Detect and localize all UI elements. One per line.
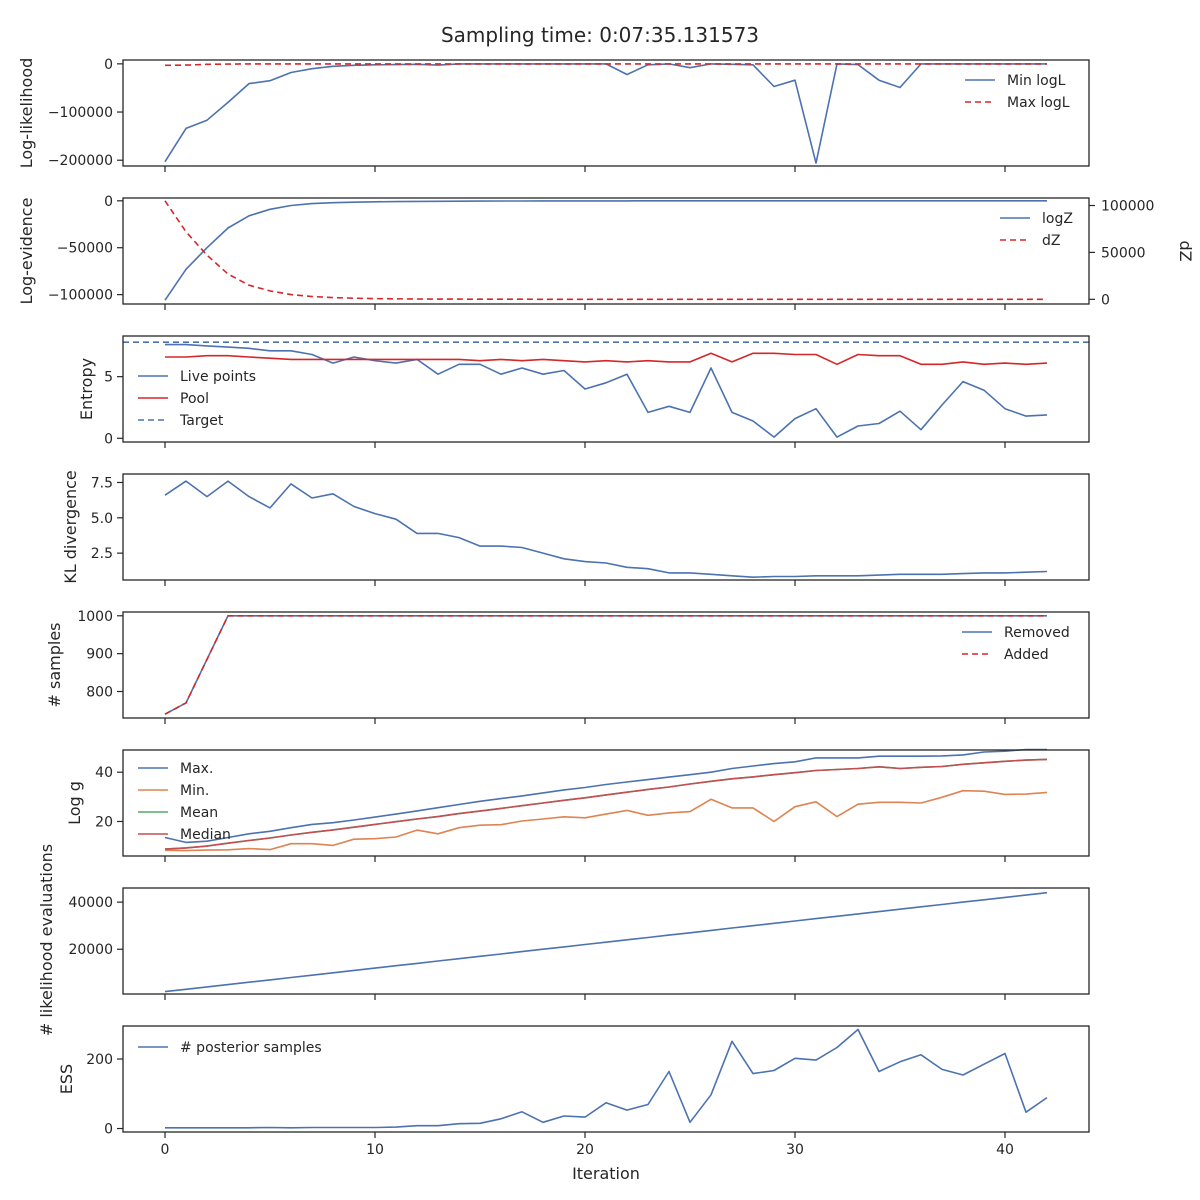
y-tick-label-3-0: 2.5 — [91, 546, 113, 562]
y-axis-label-0: Log-likelihood — [17, 58, 36, 169]
y-axis-label-7: ESS — [57, 1064, 76, 1094]
series-line-3-0 — [164, 480, 1048, 579]
y-tick-label-1-2: −100000 — [48, 288, 113, 304]
series-line-2-1 — [165, 352, 1048, 366]
panel-7: 0 10 20 30 40 0 200 ESS # posterior samples — [57, 1025, 1090, 1158]
x-tick-label-2: 20 — [576, 1142, 594, 1158]
axes-frame-3 — [122, 473, 1090, 581]
y-tick-label-0-1: −100000 — [48, 105, 113, 121]
legend-label-0-1: Max logL — [1007, 95, 1070, 111]
legend-label-4-0: Removed — [1004, 625, 1070, 641]
axes-frame-5 — [122, 749, 1090, 857]
panels: 0 −100000 −200000 Log-likelihood Min logL Max… — [17, 57, 1195, 1158]
legend-label-5-3: Median — [180, 827, 231, 843]
series-line-5-0 — [164, 748, 1047, 844]
legend-label-2-0: Live points — [180, 369, 256, 385]
legend-label-1-1: dZ — [1042, 233, 1060, 249]
series-line-1-0 — [164, 200, 1047, 301]
y-axis-label-2: Entropy — [77, 358, 96, 420]
panel-3: 2.5 5.0 7.5 KL divergence — [61, 470, 1090, 586]
axes-frame-1 — [122, 197, 1090, 305]
panel-1: 0 −50000 −100000 0 50000 100000 dZ Log-evidence… — [17, 194, 1195, 310]
legend-label-2-1: Pool — [180, 391, 209, 407]
series-line-5-2 — [164, 758, 1048, 850]
series-line-0-0 — [164, 63, 1047, 164]
y-tick-label-7-0: 0 — [104, 1122, 113, 1138]
y-tick-label-5-1: 40 — [95, 765, 113, 781]
y-tick-label-1-1: −50000 — [57, 241, 113, 257]
y-axis-label-3: KL divergence — [61, 470, 80, 583]
series-line-2-0 — [165, 343, 1048, 438]
y-tick-label-7-1: 200 — [86, 1052, 113, 1068]
y2-tick-label-1-1: 50000 — [1101, 245, 1146, 261]
panel-4: 800 900 1000 # samples Removed Added — [45, 609, 1090, 724]
panel-6: 20000 40000 # likelihood evaluations — [37, 844, 1090, 1036]
series-line-5-1 — [164, 789, 1048, 852]
panel-2: 0 5 Entropy Live points Pool Target — [77, 335, 1090, 448]
legend-label-4-1: Added — [1004, 647, 1049, 663]
legend-label-5-0: Max. — [180, 761, 213, 777]
y2-tick-label-1-0: 0 — [1101, 292, 1110, 308]
y2-axis-label-1: dZ — [1176, 240, 1195, 261]
series-line-6-0 — [164, 891, 1048, 993]
y-tick-label-2-0: 0 — [104, 431, 113, 447]
y-tick-label-0-0: 0 — [104, 57, 113, 73]
legend-label-0-0: Min logL — [1007, 73, 1066, 89]
y-tick-label-3-2: 7.5 — [91, 475, 113, 491]
y-tick-label-1-0: 0 — [104, 194, 113, 210]
y-tick-label-4-2: 1000 — [77, 609, 113, 625]
panel-0: 0 −100000 −200000 Log-likelihood Min logL Max… — [17, 57, 1090, 172]
axes-frame-0 — [122, 59, 1090, 167]
axes-frame-6 — [122, 887, 1090, 995]
y-tick-label-2-1: 5 — [104, 370, 113, 386]
legend-label-5-2: Mean — [180, 805, 218, 821]
y-tick-label-0-2: −200000 — [48, 153, 113, 169]
series-line-5-3 — [164, 758, 1048, 850]
series-line-4-0 — [164, 614, 1047, 715]
y-tick-label-5-0: 20 — [95, 814, 113, 830]
chart-title: Sampling time: 0:07:35.131573 — [441, 23, 759, 47]
series-line-1-1 — [164, 200, 1047, 301]
y-axis-label-6: # likelihood evaluations — [37, 844, 56, 1036]
axes-frame-2 — [122, 335, 1090, 443]
y-tick-label-4-0: 800 — [86, 685, 113, 701]
axes-frame-4 — [122, 611, 1090, 719]
x-tick-label-3: 30 — [786, 1142, 804, 1158]
x-tick-label-0: 0 — [161, 1142, 170, 1158]
x-tick-label-1: 10 — [366, 1142, 384, 1158]
y-axis-label-1: Log-evidence — [17, 198, 36, 305]
y2-tick-label-1-2: 100000 — [1101, 199, 1154, 215]
legend-label-1-0: logZ — [1042, 211, 1073, 227]
legend-label-5-1: Min. — [180, 783, 209, 799]
y-tick-label-6-0: 20000 — [68, 942, 113, 958]
legend-label-2-2: Target — [179, 413, 224, 429]
y-tick-label-4-1: 900 — [86, 647, 113, 663]
series-line-0-1 — [164, 63, 1047, 67]
y-axis-label-4: # samples — [45, 623, 64, 708]
x-axis-label: Iteration — [572, 1164, 640, 1183]
series-line-7-0 — [165, 1028, 1048, 1129]
y-tick-label-3-1: 5.0 — [91, 511, 113, 527]
y-axis-label-5: Log g — [65, 781, 84, 825]
axes-frame-7 — [122, 1025, 1090, 1133]
series-line-4-1 — [164, 614, 1047, 715]
panel-5: 20 40 Log g Max. Min. Mean Median — [65, 748, 1090, 862]
legend-label-7-0: # posterior samples — [180, 1040, 322, 1056]
y-tick-label-6-1: 40000 — [68, 895, 113, 911]
x-tick-label-4: 40 — [996, 1142, 1014, 1158]
